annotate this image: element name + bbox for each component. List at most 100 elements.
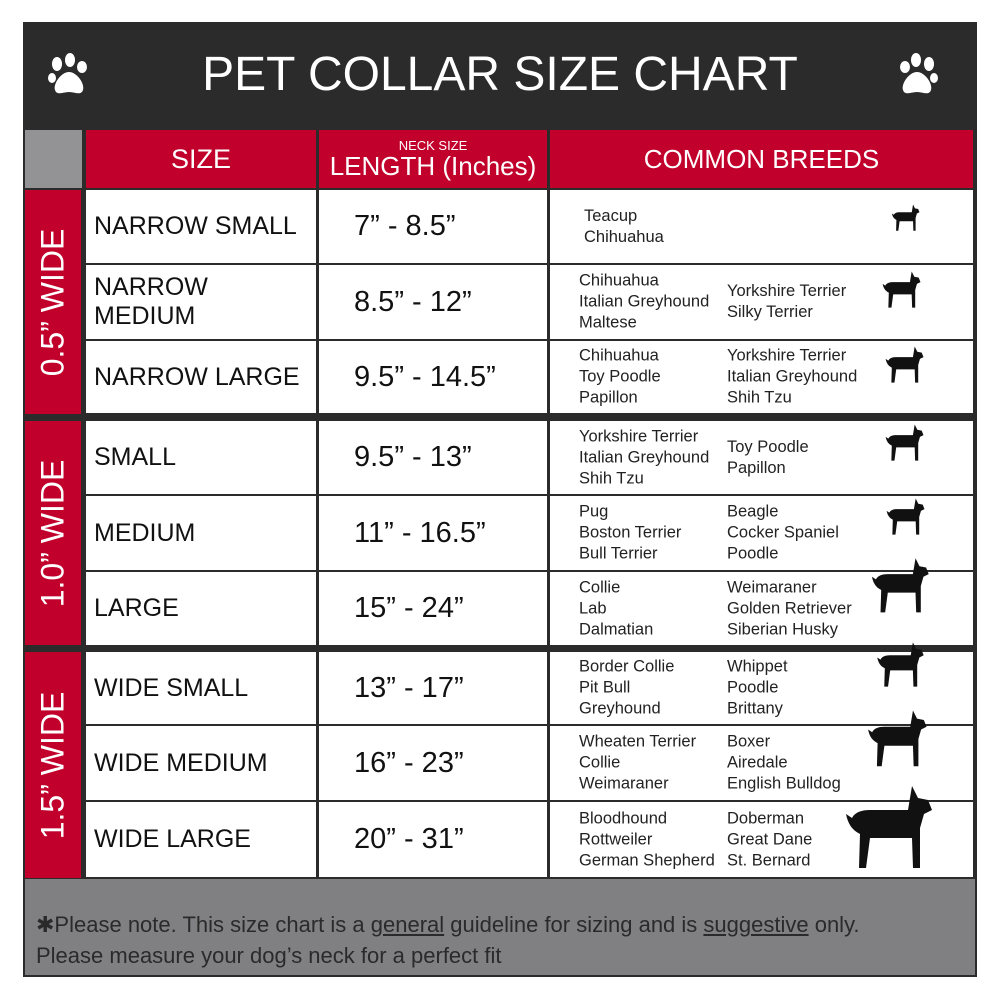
breeds-cell: Chihuahua Italian Greyhound Maltese Yorkshi… (550, 265, 973, 339)
breed-item: Italian Greyhound (727, 367, 858, 386)
group-text: 1.5” WIDE (34, 691, 71, 839)
breeds-cell: Chihuahua Toy Poodle Papillon Yorkshire Ter… (550, 341, 973, 413)
breed-item: Papillon (727, 458, 786, 477)
footer-note: ✱Please note. This size chart is a gener… (25, 879, 975, 975)
dog-silhouette-icon (886, 498, 925, 535)
breed-item: Pug (579, 502, 609, 521)
size-cell: MEDIUM (86, 496, 316, 570)
breed-item: Papillon (579, 388, 638, 407)
breed-item: Italian Greyhound (579, 448, 710, 466)
breed-item: German Shepherd (579, 851, 715, 869)
group-label-1-5: 1.5” WIDE (25, 652, 81, 878)
breeds-col-1: Chihuahua Toy Poodle Papillon (579, 346, 661, 409)
breed-item: Yorkshire Terrier (579, 427, 699, 445)
group-text: 1.0” WIDE (34, 459, 71, 607)
breeds-col-2: Yorkshire Terrier Silky Terrier (727, 281, 846, 323)
breed-item: Weimaraner (579, 774, 669, 793)
paw-icon (48, 53, 87, 94)
breed-item: Border Collie (579, 657, 675, 676)
breed-item: English Bulldog (727, 774, 841, 793)
breeds-col-2: Whippet Poodle Brittany (727, 657, 788, 720)
note-underlined: suggestive (703, 912, 809, 937)
length-cell: 16” - 23” (319, 726, 547, 800)
size-cell: SMALL (86, 421, 316, 494)
footer-line-1: ✱Please note. This size chart is a gener… (36, 909, 975, 940)
breeds-col-2: Weimaraner Golden Retriever Siberian Husky (727, 577, 852, 640)
breed-item: Pit Bull (579, 678, 631, 697)
breeds-col-2: Yorkshire Terrier Italian Greyhound Shih T… (727, 346, 857, 409)
size-cell: NARROW MEDIUM (86, 265, 316, 339)
dog-silhouette-icon (871, 558, 929, 613)
breed-item: Boston Terrier (579, 523, 682, 542)
footer-line-2: Please measure your dog’s neck for a per… (36, 943, 502, 968)
breed-item: Airedale (727, 753, 788, 772)
breed-item: Beagle (727, 502, 779, 521)
dog-silhouette-icon (877, 642, 924, 687)
header-neck-size: NECK SIZE (398, 137, 468, 153)
breed-item: Cocker Spaniel (727, 523, 839, 542)
size-cell: WIDE SMALL (86, 652, 316, 724)
breed-item: Poodle (727, 544, 779, 563)
breeds-col-1: Bloodhound Rottweiler German Shepherd (579, 808, 715, 871)
size-cell: NARROW SMALL (86, 190, 316, 263)
breeds-cell: Bloodhound Rottweiler German Shepherd Dober… (550, 802, 973, 877)
breeds-cell: Teacup Chihuahua (550, 190, 973, 263)
corner-cell (25, 130, 82, 188)
breed-item: Great Dane (727, 830, 813, 848)
breeds-cell: Border Collie Pit Bull Greyhound Whippet Poo… (550, 652, 973, 724)
breed-item: Maltese (579, 313, 637, 332)
dog-silhouette-icon (885, 346, 924, 383)
breed-item: Collie (579, 578, 621, 596)
breeds-cell: Collie Lab Dalmatian Weimaraner Golden Retri… (550, 572, 973, 645)
breeds-col-1: Border Collie Pit Bull Greyhound (579, 657, 674, 720)
length-cell: 20” - 31” (319, 802, 547, 877)
length-cell: 9.5” - 13” (319, 421, 547, 494)
dog-silhouette-icon (846, 786, 932, 868)
breeds-col-1: Chihuahua Italian Greyhound Maltese (579, 271, 709, 334)
length-cell: 11” - 16.5” (319, 496, 547, 570)
breed-item: Poodle (727, 678, 779, 697)
breeds-col-2: Doberman Great Dane St. Bernard (727, 808, 812, 871)
length-cell: 13” - 17” (319, 652, 547, 724)
breed-item: Shih Tzu (727, 388, 792, 407)
title-bar: PET COLLAR SIZE CHART (23, 22, 977, 127)
breed-item: Toy Poodle (727, 437, 809, 456)
breed-item: Yorkshire Terrier (727, 282, 847, 300)
note-text: guideline for sizing and is (444, 912, 704, 937)
header-length: NECK SIZE LENGTH (Inches) (319, 130, 547, 188)
dog-silhouette-icon (868, 710, 927, 767)
breed-item: Golden Retriever (727, 599, 852, 617)
length-cell: 8.5” - 12” (319, 265, 547, 339)
breed-item: Silky Terrier (727, 303, 813, 321)
breed-item: Weimaraner (727, 578, 817, 596)
paw-icon (900, 53, 938, 94)
breeds-col-1: Teacup Chihuahua (584, 206, 664, 248)
breed-item: Whippet (727, 657, 788, 676)
page-title: PET COLLAR SIZE CHART (202, 48, 798, 101)
size-cell: LARGE (86, 572, 316, 645)
breed-item: Bull Terrier (579, 544, 658, 563)
breed-item: St. Bernard (727, 851, 811, 869)
length-cell: 9.5” - 14.5” (319, 341, 547, 413)
breed-item: Lab (579, 599, 607, 617)
note-text: only. (808, 912, 860, 937)
breeds-col-1: Collie Lab Dalmatian (579, 577, 653, 640)
breed-item: Teacup (584, 206, 638, 225)
header-breeds-label: COMMON BREEDS (643, 143, 880, 174)
breed-item: Boxer (727, 732, 771, 751)
breeds-col-1: Pug Boston Terrier Bull Terrier (579, 502, 681, 565)
breeds-col-1: Yorkshire Terrier Italian Greyhound Shih T… (579, 426, 709, 489)
group-label-0-5: 0.5” WIDE (25, 190, 81, 414)
size-cell: WIDE MEDIUM (86, 726, 316, 800)
breeds-cell: Pug Boston Terrier Bull Terrier Beagle Cocke… (550, 496, 973, 570)
breeds-col-2: Boxer Airedale English Bulldog (727, 732, 841, 795)
breeds-col-2: Toy Poodle Papillon (727, 437, 809, 479)
breed-item: Shih Tzu (579, 469, 644, 487)
breeds-col-1: Wheaten Terrier Collie Weimaraner (579, 732, 696, 795)
dog-silhouette-icon (891, 204, 920, 231)
breed-item: Siberian Husky (727, 620, 838, 638)
breed-item: Wheaten Terrier (579, 732, 697, 751)
header-length-label: LENGTH (Inches) (329, 150, 537, 181)
group-text: 0.5” WIDE (34, 228, 71, 376)
header-breeds: COMMON BREEDS (550, 130, 973, 188)
